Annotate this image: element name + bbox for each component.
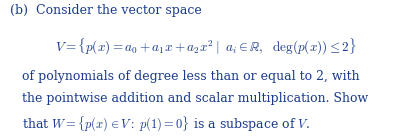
Text: (b)  Consider the vector space: (b) Consider the vector space xyxy=(10,4,202,17)
Text: of polynomials of degree less than or equal to 2, with: of polynomials of degree less than or eq… xyxy=(22,70,360,83)
Text: $V = \{p(x) = a_0 + a_1x + a_2x^2 \mid\ a_i \in \mathbb{R},\ \ \mathrm{deg}(p(x): $V = \{p(x) = a_0 + a_1x + a_2x^2 \mid\ … xyxy=(55,37,357,57)
Text: the pointwise addition and scalar multiplication. Show: the pointwise addition and scalar multip… xyxy=(22,92,368,105)
Text: that $W = \{p(x) \in V :\  p(1) = 0\}$ is a subspace of $V$.: that $W = \{p(x) \in V :\ p(1) = 0\}$ is… xyxy=(22,115,310,134)
